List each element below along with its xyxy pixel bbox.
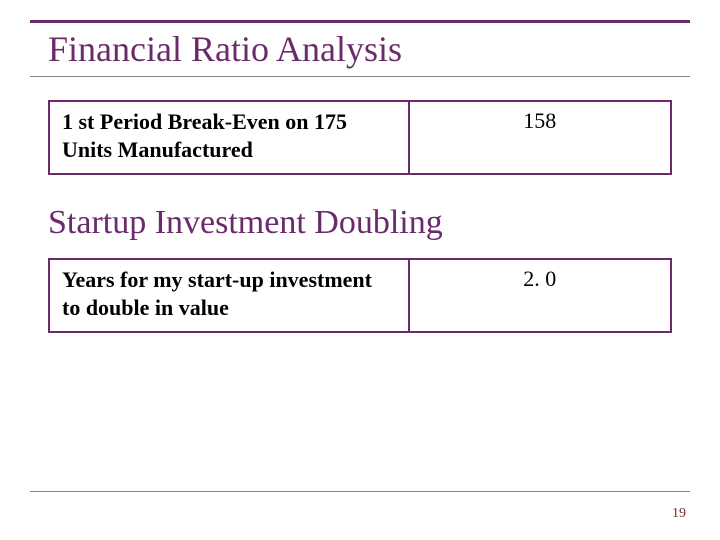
section-subtitle: Startup Investment Doubling	[48, 204, 672, 242]
bottom-rule	[30, 491, 690, 492]
title-underline	[30, 76, 690, 77]
top-rule	[30, 20, 690, 23]
ratio-label: Years for my start-up investment to doub…	[50, 260, 410, 331]
ratio-value: 158	[410, 102, 670, 173]
section-subtitle-block: Startup Investment Doubling	[48, 204, 672, 252]
ratio-table-2: Years for my start-up investment to doub…	[48, 258, 672, 333]
page-number: 19	[672, 506, 686, 522]
ratio-value: 2. 0	[410, 260, 670, 331]
ratio-table-1: 1 st Period Break-Even on 175 Units Manu…	[48, 100, 672, 175]
table-row: 1 st Period Break-Even on 175 Units Manu…	[48, 100, 672, 175]
table-row: Years for my start-up investment to doub…	[48, 258, 672, 333]
ratio-label: 1 st Period Break-Even on 175 Units Manu…	[50, 102, 410, 173]
page-title: Financial Ratio Analysis	[48, 28, 408, 70]
